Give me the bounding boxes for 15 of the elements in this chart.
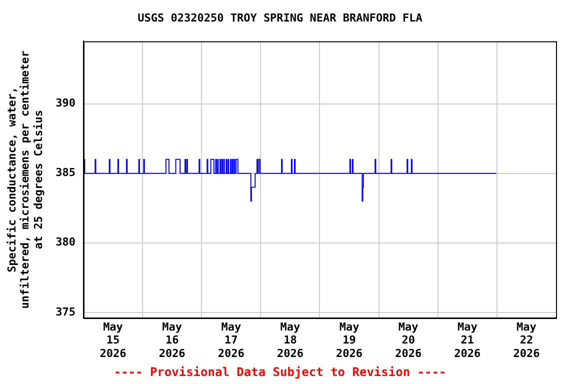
x-tick-label: May 21 2026: [454, 320, 482, 360]
y-tick-label: 390: [56, 96, 76, 110]
x-tick-label: May 18 2026: [276, 320, 304, 360]
text: ---- Provisional Data Subject to Revision ----: [114, 364, 446, 379]
chart-title: USGS 02320250 TROY SPRING NEAR BRANFORD FLA: [138, 11, 423, 24]
y-axis-title: Specific conductance, water, unfiltered, microsiemens per centimeter at 25 degrees Celsius: [5, 50, 45, 309]
x-tick-label: May 17 2026: [218, 320, 245, 360]
x-tick-label: May 15 2026: [100, 320, 127, 360]
x-tick-label: May 19 2026: [336, 320, 363, 360]
x-tick-label: May 16 2026: [158, 320, 186, 360]
x-tick-label: May 20 2026: [395, 320, 422, 360]
y-tick-label: 380: [56, 236, 76, 249]
x-tick-label: May 22 2026: [513, 320, 540, 360]
y-tick-label: 385: [56, 166, 76, 180]
y-tick-label: 375: [56, 305, 76, 318]
